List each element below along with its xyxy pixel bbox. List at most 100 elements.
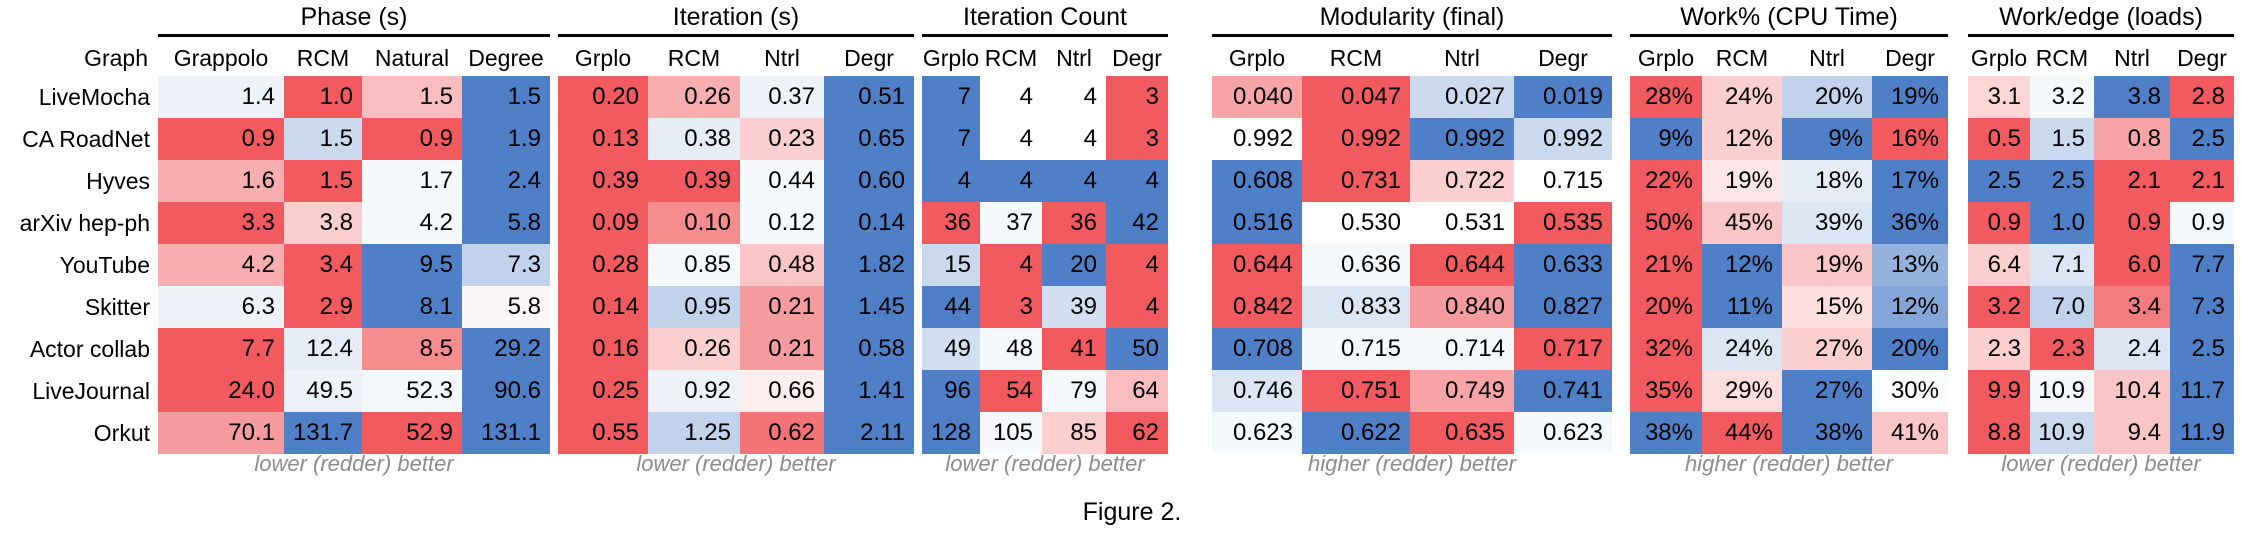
column-header: RCM xyxy=(1715,45,1769,71)
column-group-title: Iteration Count xyxy=(963,3,1127,31)
heatmap-cell: 0.13 xyxy=(558,118,648,160)
heatmap-cell: 131.1 xyxy=(462,412,550,454)
heatmap-cell: 7.0 xyxy=(2030,286,2094,328)
heatmap-cell: 8.8 xyxy=(1968,412,2030,454)
column-group-title: Iteration (s) xyxy=(672,3,800,31)
heatmap-cell: 0.23 xyxy=(740,118,824,160)
heatmap-cell: 4 xyxy=(1042,118,1106,160)
heatmap-cell: 54 xyxy=(980,370,1042,412)
heatmap-cell: 2.8 xyxy=(2170,76,2234,118)
heatmap-cell: 27% xyxy=(1782,370,1872,412)
heatmap-cell: 10.4 xyxy=(2094,370,2170,412)
column-header: Ntrl xyxy=(1809,45,1845,71)
heatmap-cell: 9.9 xyxy=(1968,370,2030,412)
heatmap-cell: 3 xyxy=(980,286,1042,328)
column-header: Degree xyxy=(468,45,544,71)
heatmap-cell: 7.1 xyxy=(2030,244,2094,286)
heatmap-cell: 0.842 xyxy=(1212,286,1302,328)
heatmap-cell: 7.7 xyxy=(2170,244,2234,286)
column-header: Ntrl xyxy=(1056,45,1092,71)
heatmap-cell: 7 xyxy=(922,76,980,118)
heatmap-cell: 4 xyxy=(980,244,1042,286)
heatmap-cell: 105 xyxy=(980,412,1042,454)
heatmap-cell: 38% xyxy=(1630,412,1702,454)
heatmap-cell: 24.0 xyxy=(158,370,284,412)
heatmap-cell: 0.047 xyxy=(1302,76,1410,118)
column-group-title: Work/edge (loads) xyxy=(1999,3,2203,31)
heatmap-cell: 4.2 xyxy=(158,244,284,286)
heatmap-cell: 0.39 xyxy=(648,160,740,202)
heatmap-cell: 48 xyxy=(980,328,1042,370)
heatmap-cell: 36 xyxy=(1042,202,1106,244)
column-header: Grplo xyxy=(574,45,632,71)
heatmap-cell: 0.992 xyxy=(1302,118,1410,160)
column-header: RCM xyxy=(984,45,1038,71)
heatmap-cell: 2.1 xyxy=(2094,160,2170,202)
heatmap-cell: 0.44 xyxy=(740,160,824,202)
heatmap-cell: 1.7 xyxy=(362,160,462,202)
heatmap-cell: 3.8 xyxy=(2094,76,2170,118)
heatmap-cell: 2.1 xyxy=(2170,160,2234,202)
heatmap-cell: 0.516 xyxy=(1212,202,1302,244)
heatmap-cell: 4 xyxy=(1106,286,1168,328)
column-header: Ntrl xyxy=(2114,45,2150,71)
row-label: arXiv hep-ph xyxy=(19,210,150,236)
heatmap-cell: 0.9 xyxy=(1968,202,2030,244)
heatmap-cell: 2.4 xyxy=(462,160,550,202)
heatmap-cell: 1.5 xyxy=(284,118,362,160)
heatmap-cell: 1.4 xyxy=(158,76,284,118)
heatmap-cell: 0.635 xyxy=(1410,412,1514,454)
heatmap-cell: 12% xyxy=(1702,118,1782,160)
heatmap-cell: 1.45 xyxy=(824,286,914,328)
column-header: Natural xyxy=(374,45,450,71)
heatmap-cell: 0.992 xyxy=(1212,118,1302,160)
heatmap-cell: 11.7 xyxy=(2170,370,2234,412)
heatmap-cell: 27% xyxy=(1782,328,1872,370)
heatmap-cell: 1.25 xyxy=(648,412,740,454)
heatmap-cell: 0.992 xyxy=(1514,118,1612,160)
heatmap-cell: 11% xyxy=(1702,286,1782,328)
column-header: Ntrl xyxy=(1444,45,1480,71)
better-direction-note: lower (redder) better xyxy=(254,451,454,476)
heatmap-cell: 3.4 xyxy=(2094,286,2170,328)
heatmap-cell: 0.622 xyxy=(1302,412,1410,454)
heatmap-cell: 0.58 xyxy=(824,328,914,370)
heatmap-cell: 45% xyxy=(1702,202,1782,244)
heatmap-cell: 0.21 xyxy=(740,286,824,328)
heatmap-cell: 50% xyxy=(1630,202,1702,244)
heatmap-cell: 1.9 xyxy=(462,118,550,160)
heatmap-cell: 2.5 xyxy=(1968,160,2030,202)
heatmap-cell: 10.9 xyxy=(2030,412,2094,454)
heatmap-cell: 0.12 xyxy=(740,202,824,244)
heatmap-cell: 12% xyxy=(1872,286,1948,328)
heatmap-cell: 0.9 xyxy=(158,118,284,160)
row-label: Orkut xyxy=(93,420,150,446)
heatmap-cell: 0.28 xyxy=(558,244,648,286)
heatmap-cell: 19% xyxy=(1702,160,1782,202)
heatmap-cell: 20% xyxy=(1872,328,1948,370)
row-label: YouTube xyxy=(59,252,150,278)
heatmap-cell: 0.715 xyxy=(1302,328,1410,370)
heatmap-cell: 29% xyxy=(1702,370,1782,412)
heatmap-cell: 1.5 xyxy=(362,76,462,118)
heatmap-cell: 20 xyxy=(1042,244,1106,286)
heatmap-cell: 1.6 xyxy=(158,160,284,202)
heatmap-cell: 0.5 xyxy=(1968,118,2030,160)
heatmap-cell: 0.644 xyxy=(1212,244,1302,286)
heatmap-cell: 1.82 xyxy=(824,244,914,286)
heatmap-cell: 0.37 xyxy=(740,76,824,118)
heatmap-cell: 70.1 xyxy=(158,412,284,454)
heatmap-cell: 0.027 xyxy=(1410,76,1514,118)
heatmap-cell: 0.040 xyxy=(1212,76,1302,118)
heatmap-cell: 7 xyxy=(922,118,980,160)
heatmap-cell: 0.722 xyxy=(1410,160,1514,202)
better-direction-note: higher (redder) better xyxy=(1685,451,1893,476)
row-header-label: Graph xyxy=(84,45,148,71)
column-group-title: Phase (s) xyxy=(300,3,408,31)
column-header: Degr xyxy=(844,45,894,71)
heatmap-cell: 2.3 xyxy=(1968,328,2030,370)
heatmap-cell: 4 xyxy=(1042,76,1106,118)
heatmap-cell: 9.5 xyxy=(362,244,462,286)
heatmap-cell: 0.95 xyxy=(648,286,740,328)
